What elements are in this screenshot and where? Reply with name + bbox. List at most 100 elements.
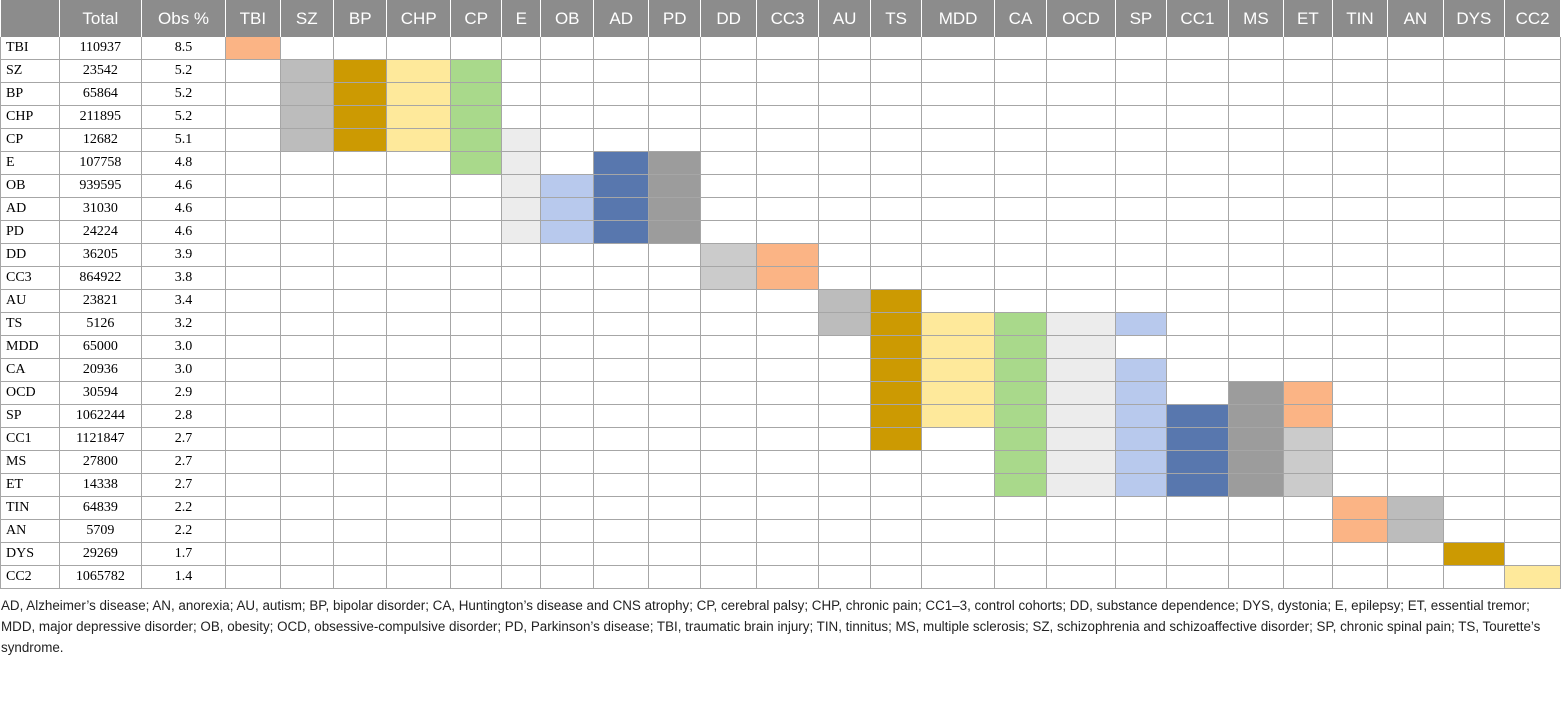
- row-label: DD: [0, 243, 60, 267]
- matrix-cell: [279, 450, 335, 474]
- shaded-cell: [1046, 335, 1116, 359]
- matrix-cell: [1504, 220, 1561, 244]
- column-header: TS: [869, 0, 923, 37]
- matrix-cell: [755, 289, 820, 313]
- shaded-cell: [869, 381, 923, 405]
- matrix-cell: [1442, 266, 1506, 290]
- total-cell: 65000: [58, 335, 143, 359]
- obs-percent-cell: 2.2: [141, 519, 227, 543]
- matrix-cell: [1504, 312, 1561, 336]
- shaded-cell: [1227, 473, 1285, 497]
- row-label: CC3: [0, 266, 60, 290]
- matrix-cell: [700, 59, 757, 83]
- table-row: CHP 211895 5.2: [0, 105, 1561, 129]
- matrix-cell: [1227, 197, 1285, 221]
- matrix-cell: [539, 450, 595, 474]
- shaded-cell: [1227, 381, 1285, 405]
- shaded-cell: [333, 105, 388, 129]
- matrix-cell: [1387, 427, 1444, 451]
- matrix-cell: [593, 243, 649, 267]
- matrix-cell: [869, 197, 923, 221]
- column-header: CC3: [755, 0, 820, 37]
- matrix-cell: [1227, 174, 1285, 198]
- matrix-cell: [1442, 473, 1506, 497]
- matrix-cell: [1442, 59, 1506, 83]
- matrix-cell: [755, 128, 820, 152]
- matrix-cell: [1504, 37, 1561, 60]
- matrix-cell: [449, 565, 503, 589]
- matrix-cell: [593, 128, 649, 152]
- column-header: OCD: [1046, 0, 1116, 37]
- table-row: AN 5709 2.2: [0, 519, 1561, 543]
- column-header: CHP: [386, 0, 451, 37]
- matrix-cell: [647, 312, 702, 336]
- matrix-cell: [1331, 243, 1389, 267]
- matrix-cell: [818, 151, 871, 175]
- matrix-cell: [279, 197, 335, 221]
- matrix-cell: [386, 519, 451, 543]
- matrix-cell: [386, 427, 451, 451]
- shaded-cell: [755, 266, 820, 290]
- column-header: AN: [1387, 0, 1444, 37]
- shaded-cell: [386, 82, 451, 106]
- shaded-cell: [1114, 358, 1168, 382]
- table-row: PD 24224 4.6: [0, 220, 1561, 244]
- matrix-cell: [1227, 289, 1285, 313]
- matrix-cell: [1331, 151, 1389, 175]
- matrix-cell: [501, 519, 541, 543]
- row-label: MS: [0, 450, 60, 474]
- matrix-cell: [593, 542, 649, 566]
- matrix-cell: [539, 151, 595, 175]
- matrix-cell: [993, 82, 1048, 106]
- shaded-cell: [1046, 358, 1116, 382]
- shaded-cell: [700, 243, 757, 267]
- table-row: OB 939595 4.6: [0, 174, 1561, 198]
- row-label: AU: [0, 289, 60, 313]
- matrix-cell: [1046, 105, 1116, 129]
- matrix-cell: [593, 496, 649, 520]
- matrix-cell: [449, 335, 503, 359]
- matrix-cell: [1046, 542, 1116, 566]
- matrix-cell: [1387, 565, 1444, 589]
- matrix-cell: [1331, 473, 1389, 497]
- matrix-cell: [1114, 82, 1168, 106]
- matrix-cell: [1283, 220, 1333, 244]
- matrix-cell: [386, 381, 451, 405]
- matrix-cell: [755, 220, 820, 244]
- matrix-cell: [1283, 496, 1333, 520]
- matrix-cell: [1504, 82, 1561, 106]
- matrix-cell: [647, 82, 702, 106]
- table-body: TBI 110937 8.5 SZ 23542 5.2 BP 65864 5.2 CHP 21189…: [0, 37, 1561, 589]
- matrix-cell: [700, 427, 757, 451]
- shaded-cell: [869, 312, 923, 336]
- obs-percent-cell: 3.0: [141, 358, 227, 382]
- column-header: PD: [647, 0, 702, 37]
- row-label: OCD: [0, 381, 60, 405]
- matrix-cell: [921, 473, 995, 497]
- matrix-cell: [818, 473, 871, 497]
- matrix-cell: [1283, 59, 1333, 83]
- table-row: CC3 864922 3.8: [0, 266, 1561, 290]
- matrix-cell: [921, 220, 995, 244]
- matrix-cell: [501, 82, 541, 106]
- matrix-cell: [1166, 519, 1229, 543]
- matrix-cell: [921, 519, 995, 543]
- matrix-cell: [755, 542, 820, 566]
- matrix-cell: [1331, 266, 1389, 290]
- shaded-cell: [1442, 542, 1506, 566]
- matrix-cell: [1442, 151, 1506, 175]
- matrix-cell: [449, 197, 503, 221]
- matrix-cell: [593, 450, 649, 474]
- column-header: AU: [818, 0, 871, 37]
- matrix-cell: [1387, 197, 1444, 221]
- matrix-cell: [279, 151, 335, 175]
- matrix-cell: [700, 105, 757, 129]
- matrix-cell: [225, 289, 281, 313]
- matrix-cell: [539, 105, 595, 129]
- obs-percent-cell: 3.8: [141, 266, 227, 290]
- matrix-cell: [333, 151, 388, 175]
- table-row: DYS 29269 1.7: [0, 542, 1561, 566]
- matrix-cell: [1331, 404, 1389, 428]
- table-row: CC2 1065782 1.4: [0, 565, 1561, 589]
- matrix-cell: [1166, 197, 1229, 221]
